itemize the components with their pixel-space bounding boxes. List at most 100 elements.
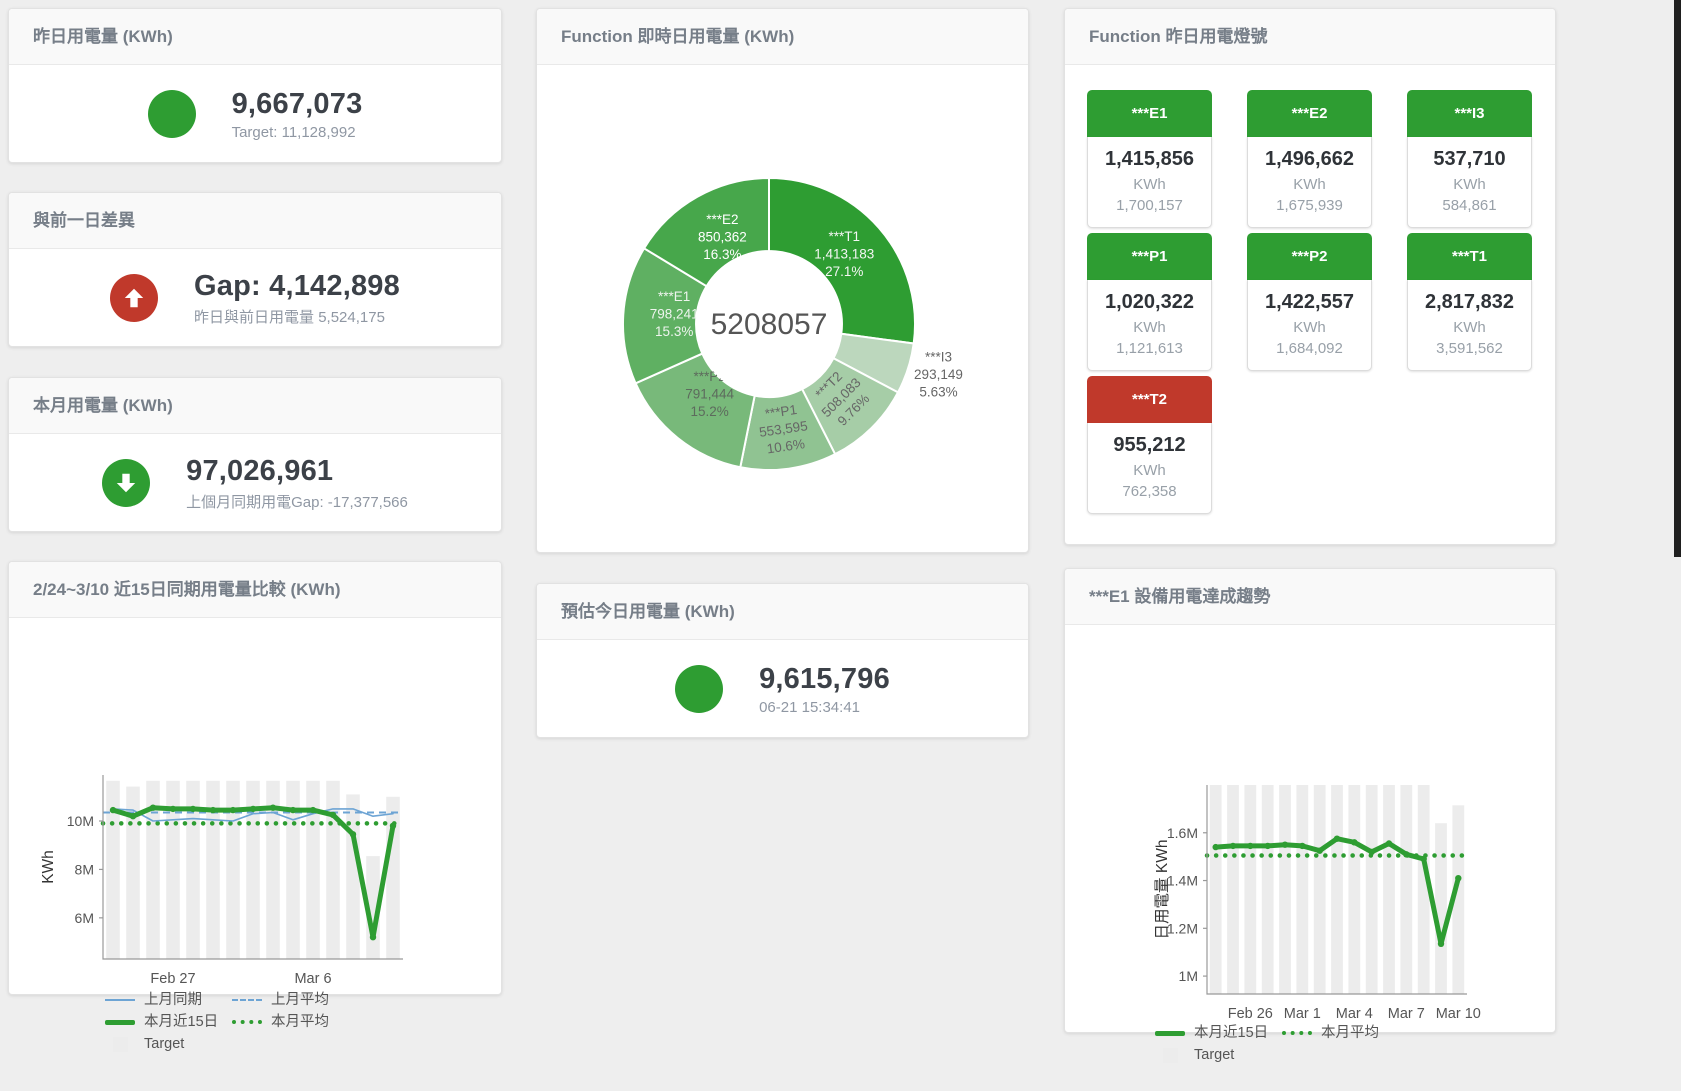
- legend-item-本月平均[interactable]: 本月平均: [232, 1011, 359, 1033]
- data-point: [1385, 840, 1393, 847]
- trend-chart-canvas[interactable]: 1M 1.2M 1.4M 1.6M Feb 26 Mar 1 Mar 4 Mar 7 Mar 1…: [1065, 625, 1555, 1025]
- target-bar: [1331, 785, 1343, 994]
- target-bar: [1400, 785, 1413, 994]
- chart-svg: 1M 1.2M 1.4M 1.6M Feb 26 Mar 1 Mar 4 Mar 7 Mar 1…: [1154, 785, 1481, 1022]
- tile-target-value: 1,675,939: [1276, 197, 1343, 214]
- stat-subtext: 昨日與前日用電量 5,524,175: [194, 308, 385, 326]
- data-point: [209, 806, 217, 814]
- panel-title: 與前一日差異: [9, 193, 501, 249]
- arrow-down-circle-icon: [102, 459, 151, 507]
- legend-item-Target[interactable]: Target: [1155, 1044, 1282, 1066]
- tile-unit: KWh: [1133, 319, 1166, 336]
- data-point: [189, 805, 197, 813]
- data-point: [389, 822, 397, 829]
- legend-item-Target[interactable]: Target: [105, 1033, 232, 1055]
- light-tile-P1: ***P1 1,020,322 KWh 1,121,613: [1087, 233, 1212, 371]
- legend-swatch-square: [1163, 1047, 1178, 1063]
- tile-body: 537,710 KWh 584,861: [1407, 137, 1532, 228]
- target-bar: [1261, 785, 1274, 994]
- realtime-donut-container[interactable]: ***T1 1,413,183 27.1% ***I3 293,149 5.63% ***T…: [537, 65, 1028, 555]
- status-circle-icon: [675, 665, 724, 713]
- tile-body: 1,422,557 KWh 1,684,092: [1247, 280, 1372, 371]
- tile-unit: KWh: [1133, 462, 1166, 479]
- data-point: [1351, 839, 1358, 846]
- compare-chart-canvas[interactable]: 6M 8M 10M Feb 27 Mar 6 KWh: [9, 618, 501, 991]
- target-bar: [126, 786, 140, 959]
- panel-title: Function 昨日用電燈號: [1065, 9, 1555, 65]
- tile-unit: KWh: [1133, 176, 1166, 193]
- data-point: [1437, 940, 1445, 947]
- target-bar: [1313, 785, 1326, 994]
- tile-body: 1,020,322 KWh 1,121,613: [1087, 280, 1212, 371]
- data-point: [1247, 842, 1254, 850]
- data-point: [149, 804, 157, 811]
- target-bar: [326, 780, 340, 959]
- panel-title: ***E1 設備用電達成趨勢: [1065, 569, 1555, 625]
- panel-realtime-usage-donut: Function 即時日用電量 (KWh) ***T1 1,413,183 27.1…: [536, 8, 1029, 553]
- legend-item-上月平均[interactable]: 上月平均: [232, 989, 359, 1011]
- tile-status-header: ***P2: [1247, 233, 1372, 280]
- stat-row: 97,026,961 上個月同期用電Gap: -17,377,566: [9, 434, 501, 532]
- light-tile-I3: ***I3 537,710 KWh 584,861: [1407, 90, 1532, 228]
- tile-value: 1,415,856: [1105, 148, 1194, 170]
- panel-month-usage: 本月用電量 (KWh) 97,026,961 上個月同期用電Gap: -17,3…: [8, 377, 502, 532]
- panel-title: 預估今日用電量 (KWh): [537, 584, 1028, 640]
- panel-15day-compare-chart: 2/24~3/10 近15日同期用電量比較 (KWh) 6M 8M 10M Feb 2…: [8, 561, 502, 1052]
- data-point: [1368, 848, 1375, 856]
- data-point: [349, 831, 357, 838]
- target-bar: [306, 780, 320, 959]
- legend-label: Target: [144, 1036, 185, 1052]
- tile-status-header: ***E1: [1087, 90, 1212, 137]
- tile-status-header: ***T2: [1087, 376, 1212, 423]
- stat-value: 97,026,961: [186, 454, 334, 487]
- data-point: [1212, 843, 1219, 851]
- stat-value: Gap: 4,142,898: [194, 269, 400, 302]
- data-point: [1229, 842, 1237, 850]
- panel-title: Function 即時日用電量 (KWh): [537, 9, 1028, 65]
- stat-row: Gap: 4,142,898 昨日與前日用電量 5,524,175: [9, 249, 501, 347]
- target-bar: [1279, 785, 1291, 994]
- tile-status-header: ***E2: [1247, 90, 1372, 137]
- tile-target-value: 3,591,562: [1436, 340, 1503, 357]
- target-bar: [186, 780, 200, 959]
- donut-slice-label: ***P2 791,444 15.2%: [685, 369, 734, 419]
- legend-item-上月同期[interactable]: 上月同期: [105, 989, 232, 1011]
- chart-svg: 6M 8M 10M Feb 27 Mar 6 KWh: [40, 775, 406, 987]
- x-tick-label: Mar 10: [1436, 1006, 1481, 1020]
- panel-e1-trend-chart: ***E1 設備用電達成趨勢 1M 1.2M 1.4M 1.6M Feb 26 Mar 1…: [1064, 568, 1556, 1063]
- y-tick-label: 1.6M: [1167, 825, 1198, 841]
- tile-body: 955,212 KWh 762,358: [1087, 423, 1212, 514]
- dark-edge-strip: [1674, 0, 1681, 557]
- tile-target-value: 1,700,157: [1116, 197, 1183, 214]
- arrow-down-icon: [116, 473, 136, 493]
- tile-value: 1,496,662: [1265, 148, 1354, 170]
- donut-slice-label: ***I3 293,149 5.63%: [914, 349, 963, 399]
- y-tick-label: 1.2M: [1167, 920, 1198, 936]
- light-tile-E1: ***E1 1,415,856 KWh 1,700,157: [1087, 90, 1212, 228]
- legend-label: 上月平均: [271, 992, 329, 1008]
- series-line-上月同期: [112, 808, 394, 822]
- stat-row: 9,667,073 Target: 11,128,992: [9, 65, 501, 163]
- tile-target-value: 1,121,613: [1116, 340, 1183, 357]
- target-bar: [1417, 785, 1430, 994]
- data-point: [1403, 851, 1410, 858]
- x-tick-label: Mar 1: [1284, 1006, 1321, 1020]
- x-tick-label: Feb 26: [1228, 1006, 1273, 1020]
- trend-chart-legend: 本月近15日 本月平均 Target: [1155, 1022, 1409, 1066]
- legend-item-本月近15日[interactable]: 本月近15日: [1155, 1022, 1282, 1044]
- data-point: [1316, 847, 1323, 854]
- light-tile-T2: ***T2 955,212 KWh 762,358: [1087, 376, 1212, 514]
- legend-item-本月近15日[interactable]: 本月近15日: [105, 1011, 232, 1033]
- panel-title: 昨日用電量 (KWh): [9, 9, 501, 65]
- data-point: [249, 805, 257, 813]
- target-bar: [386, 796, 400, 959]
- legend-swatch-dot: [1282, 1031, 1312, 1036]
- data-point: [169, 805, 177, 813]
- stat-subtext: 06-21 15:34:41: [759, 698, 860, 716]
- donut-slice-label: ***P1553,59510.6%: [756, 401, 811, 457]
- legend-item-本月平均[interactable]: 本月平均: [1282, 1022, 1409, 1044]
- legend-swatch-dot: [232, 1020, 262, 1025]
- tile-target-value: 584,861: [1442, 197, 1497, 214]
- target-bar: [1383, 785, 1395, 994]
